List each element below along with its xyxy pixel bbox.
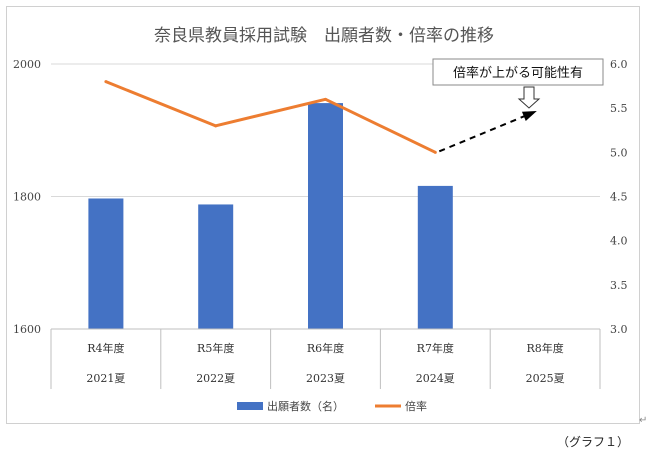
bar xyxy=(308,103,343,330)
figure-caption: （グラフ１） xyxy=(556,435,629,449)
category-label: R6年度 xyxy=(307,341,344,355)
legend-label: 出願者数（名） xyxy=(267,399,344,413)
callout-box xyxy=(432,58,604,86)
right-tick-label: 6.0 xyxy=(610,58,628,71)
category-label: R8年度 xyxy=(526,341,563,355)
line-point xyxy=(214,124,218,128)
category-label: R4年度 xyxy=(87,341,124,355)
category-table: R4年度 2021夏 R5年度 2022夏 R6年度 2023夏 R7年度 2024夏 R8年度… xyxy=(50,328,601,389)
category-label: R7年度 xyxy=(417,341,454,355)
bar xyxy=(417,185,453,329)
line-series xyxy=(104,80,437,154)
bar xyxy=(198,204,234,329)
right-tick-label: 4.0 xyxy=(610,235,628,248)
callout-text: 倍率が上がる可能性有 xyxy=(453,65,583,81)
right-tick-label: 5.5 xyxy=(610,102,628,115)
right-tick-label: 3.0 xyxy=(610,323,628,336)
legend: 出願者数（名） 倍率 xyxy=(237,399,427,413)
left-tick-label: 2000 xyxy=(13,58,41,71)
bar-series xyxy=(88,103,453,330)
down-arrow-icon xyxy=(517,86,541,109)
left-axis-ticks: 1600 1800 2000 xyxy=(13,58,41,336)
bar xyxy=(88,198,124,329)
category-sublabel: 2021夏 xyxy=(86,372,125,385)
chart-frame: 奈良県教員採用試験 出願者数・倍率の推移 R4年度 2021夏 R5年度 2022夏 R… xyxy=(6,6,640,424)
line-point xyxy=(433,150,437,154)
category-sublabel: 2024夏 xyxy=(416,372,455,385)
right-tick-label: 3.5 xyxy=(610,279,628,292)
right-axis-ticks: 3.0 3.5 4.0 4.5 5.0 5.5 6.0 xyxy=(610,58,628,336)
projection-arrow xyxy=(438,111,537,153)
projection-line xyxy=(438,111,534,153)
category-sublabel: 2025夏 xyxy=(526,372,565,385)
category-sublabel: 2023夏 xyxy=(306,372,345,385)
legend-label: 倍率 xyxy=(405,399,427,413)
legend-swatch-bar xyxy=(237,402,263,410)
line-point xyxy=(104,80,108,84)
callout: 倍率が上がる可能性有 xyxy=(432,58,604,109)
chart-title: 奈良県教員採用試験 出願者数・倍率の推移 xyxy=(154,26,494,46)
rate-line xyxy=(105,80,436,154)
left-tick-label: 1600 xyxy=(13,323,41,336)
right-tick-label: 5.0 xyxy=(610,146,628,159)
paragraph-mark: ↵ xyxy=(639,415,647,426)
left-tick-label: 1800 xyxy=(13,191,41,204)
category-sublabel: 2022夏 xyxy=(196,372,235,385)
projection-arrowhead xyxy=(521,111,537,122)
right-tick-label: 4.5 xyxy=(610,191,628,204)
category-label: R5年度 xyxy=(197,341,234,355)
chart: 奈良県教員採用試験 出願者数・倍率の推移 R4年度2021夏R5年度2022夏R… xyxy=(13,26,628,413)
line-point xyxy=(324,97,327,101)
